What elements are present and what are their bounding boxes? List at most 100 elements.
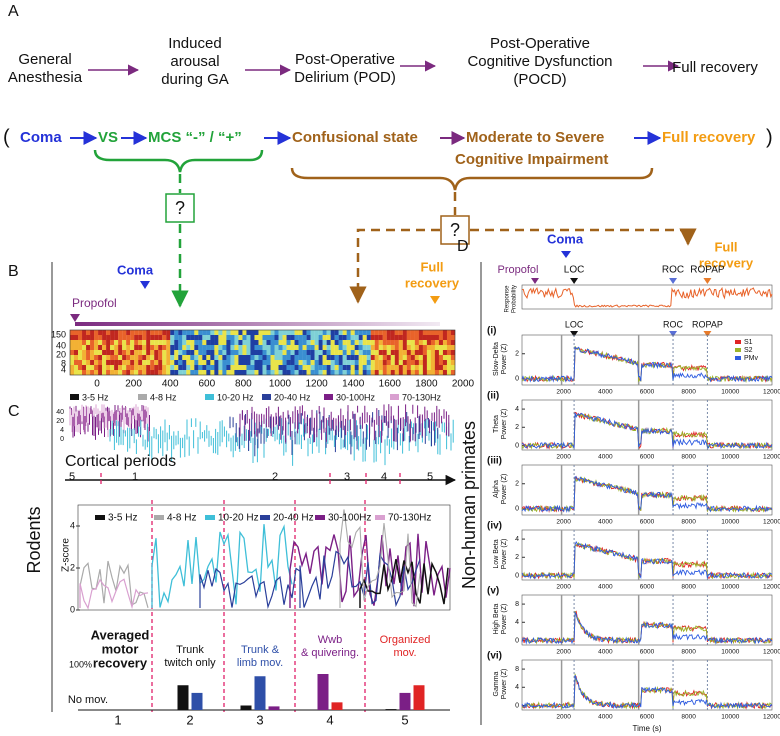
spectrogram-cell [374, 340, 379, 346]
x-tick-label: 6000 [640, 454, 655, 461]
spectrogram-cell [186, 360, 191, 366]
spectrogram-cell [346, 330, 351, 336]
spectrogram-cell [430, 330, 435, 336]
x-tick-label: 6000 [640, 519, 655, 526]
spectrogram-cell [98, 335, 103, 341]
spectrogram-cell [270, 360, 275, 366]
spectrogram-cell [134, 350, 139, 356]
spectrogram-cell [114, 365, 119, 371]
spectrogram-cell [138, 335, 143, 341]
spectrogram-cell [202, 355, 207, 361]
x-tick-label: 8000 [681, 714, 696, 721]
y-tick-label: 4 [70, 520, 75, 530]
x-tick-label: 2000 [556, 714, 571, 721]
spectrogram-cell [398, 355, 403, 361]
spectrogram-cell [426, 330, 431, 336]
spectrogram-cell [398, 360, 403, 366]
spectrogram-cell [122, 335, 127, 341]
spectrogram-cell [310, 365, 315, 371]
spectrogram-cell [138, 365, 143, 371]
spectrogram-cell [278, 355, 283, 361]
spectrogram-cell [422, 335, 427, 341]
spectrogram-cell [130, 330, 135, 336]
spectrogram-cell [422, 370, 427, 376]
spectrogram-cell [194, 370, 199, 376]
spectrogram-cell [226, 340, 231, 346]
spectrogram-cell [242, 350, 247, 356]
x-tick-label: 8000 [681, 389, 696, 396]
spectrogram-cell [382, 345, 387, 351]
spectrogram-cell [102, 335, 107, 341]
spectrogram-cell [74, 330, 79, 336]
spectrogram-cell [154, 345, 159, 351]
spectrogram-cell [82, 355, 87, 361]
spectrogram-cell [362, 360, 367, 366]
spectrogram-cell [82, 360, 87, 366]
x-tick-label: 400 [162, 379, 179, 390]
stage: Cognitive Dysfunction [467, 53, 612, 70]
spectrogram-cell [182, 350, 187, 356]
spectrogram-cell [346, 370, 351, 376]
spectrogram-cell [170, 365, 175, 371]
spectrogram-cell [422, 345, 427, 351]
spectrogram-cell [394, 355, 399, 361]
legend-swatch [138, 394, 147, 400]
spectrogram-cell [358, 350, 363, 356]
spectrogram-cell [334, 340, 339, 346]
spectrogram-cell [138, 340, 143, 346]
spectrogram-cell [78, 355, 83, 361]
spectrogram-cell [130, 340, 135, 346]
spectrogram-cell [90, 345, 95, 351]
spectrogram-cell [238, 330, 243, 336]
spectrogram-cell [322, 335, 327, 341]
spectrogram-cell [158, 335, 163, 341]
spectrogram-cell [158, 330, 163, 336]
spectrogram-cell [262, 340, 267, 346]
spectrogram-cell [342, 365, 347, 371]
spectrogram-cell [174, 340, 179, 346]
bar [385, 709, 397, 710]
spectrogram-cell [302, 370, 307, 376]
spectrogram-cell [398, 365, 403, 371]
spectrogram-cell [78, 335, 83, 341]
spectrogram-cell [334, 355, 339, 361]
spectrogram-cell [354, 340, 359, 346]
spectrogram-cell [362, 330, 367, 336]
y-tick-label: 0 [70, 604, 75, 614]
spectrogram-cell [410, 340, 415, 346]
spectrogram-cell [350, 330, 355, 336]
spectrogram-cell [90, 365, 95, 371]
y-axis-label: Power (Z) [501, 344, 508, 375]
spectrogram-cell [386, 370, 391, 376]
spectrogram-cell [162, 345, 167, 351]
spectrogram-cell [198, 340, 203, 346]
spectrogram-cell [86, 350, 91, 356]
spectrogram-cell [222, 360, 227, 366]
spectrogram-cell [298, 355, 303, 361]
spectrogram-cell [190, 335, 195, 341]
spectrogram-cell [254, 340, 259, 346]
spectrogram-cell [90, 335, 95, 341]
spectrogram-cell [262, 365, 267, 371]
spectrogram-cell [146, 340, 151, 346]
spectrogram-cell [246, 365, 251, 371]
spectrogram-cell [398, 340, 403, 346]
spectrogram-cell [394, 335, 399, 341]
spectrogram-cell [74, 370, 79, 376]
event-label: ROC [662, 265, 684, 276]
spectrogram-cell [210, 350, 215, 356]
spectrogram-cell [410, 355, 415, 361]
x-tick-label: 12000 [763, 584, 780, 591]
spectrogram-cell [318, 360, 323, 366]
spectrogram-cell [350, 335, 355, 341]
spectrogram-cell [78, 360, 83, 366]
spectrogram-cell [106, 340, 111, 346]
spectrogram-cell [126, 340, 131, 346]
spectrogram-cell [78, 330, 83, 336]
spectrogram-cell [354, 365, 359, 371]
legend-swatch [375, 515, 385, 520]
spectrogram-cell [238, 355, 243, 361]
spectrogram-cell [446, 335, 452, 341]
x-tick-label: 1400 [342, 379, 365, 390]
spectrogram-cell [254, 355, 259, 361]
